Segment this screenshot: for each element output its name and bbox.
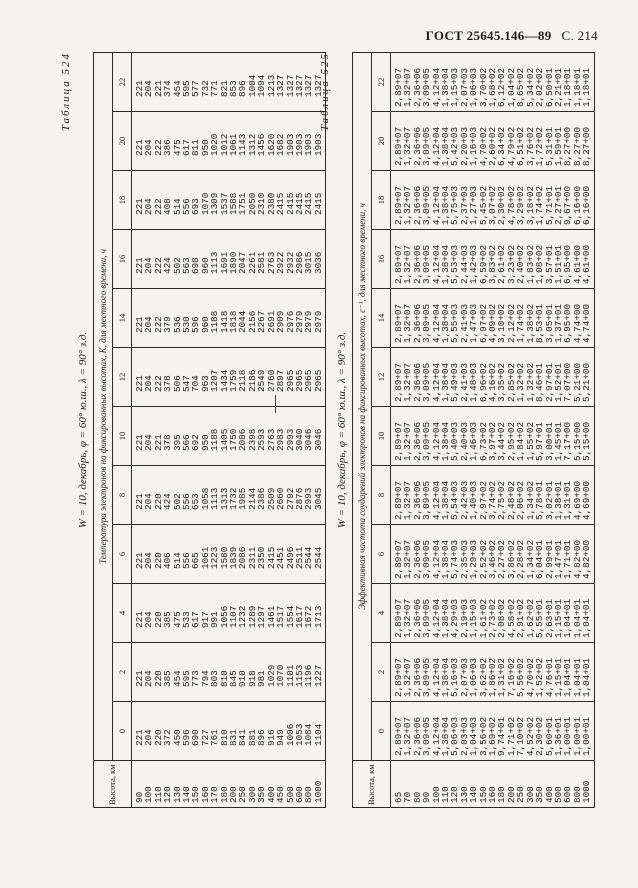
hour-header: 2 — [112, 642, 132, 702]
value-column: 221 204 222 408 514 556 693 1070 1309 15… — [131, 170, 326, 230]
hour-header: 12 — [371, 347, 391, 407]
hour-header: 10 — [112, 406, 132, 466]
value-column: 2,89+07 1,32+07 2,36+06 3,09+05 4,12+04 … — [390, 583, 595, 643]
hour-header: 10 — [371, 406, 391, 466]
hour-header: 18 — [371, 170, 391, 230]
data-table: Высота, км Температура электронов на фик… — [93, 52, 326, 808]
hour-header: 16 — [112, 229, 132, 289]
hour-header: 18 — [112, 170, 132, 230]
value-column: 221 204 220 406 514 556 665 1061 1223 15… — [131, 524, 326, 584]
hour-header: 0 — [112, 701, 132, 761]
hour-header: 8 — [112, 465, 132, 525]
pencil-mark — [275, 395, 276, 413]
hour-header: 2 — [371, 642, 391, 702]
page-number: С. 214 — [561, 28, 598, 43]
value-column: 2,89+07 1,32+07 2,36+06 3,09+05 4,12+04 … — [390, 642, 595, 702]
value-column: 221 204 222 424 502 563 698 960 1113 169… — [131, 229, 326, 289]
table-525: Таблица 525 W = 10, декабрь, φ = 60° ю.ш… — [318, 52, 638, 808]
hour-header: 4 — [371, 583, 391, 643]
value-column: 2,89+07 1,32+07 2,36+06 3,09+05 4,12+04 … — [390, 170, 595, 230]
hour-header: 16 — [371, 229, 391, 289]
standard-id: ГОСТ 25645.146—89 — [425, 28, 552, 43]
table-subtitle: W = 10, декабрь, φ = 60° ю.ш., λ = 90° з… — [77, 331, 89, 529]
value-column: 221 204 220 385 454 595 773 794 803 810 … — [131, 642, 326, 702]
hour-header: 22 — [112, 52, 132, 112]
hour-header: 8 — [371, 465, 391, 525]
value-column: 221 204 220 424 502 556 653 1058 1113 13… — [131, 465, 326, 525]
hour-header-row: 0 2 4 6 8 10 12 14 16 18 20 22 — [371, 52, 391, 808]
altitude-column: 65 70 80 90 100 110 120 130 140 150 160 … — [390, 760, 595, 808]
value-column: 221 204 222 378 506 547 704 963 1207 143… — [131, 347, 326, 407]
value-column: 2,89+07 1,32+07 2,36+06 3,09+05 4,12+04 … — [390, 288, 595, 348]
hour-header: 12 — [112, 347, 132, 407]
value-column: 2,89+07 1,32+07 2,36+06 3,09+05 4,12+04 … — [390, 406, 595, 466]
hour-header-row: 0 2 4 6 8 10 12 14 16 18 20 22 — [112, 52, 132, 808]
value-column: 2,89+07 1,32+07 2,36+06 3,09+05 4,12+04 … — [390, 52, 595, 112]
hour-header: 14 — [371, 288, 391, 348]
value-column: 2,89+07 1,32+07 2,36+06 3,09+05 4,12+04 … — [390, 111, 595, 171]
value-column: 2,89+07 1,32+07 2,36+06 3,09+05 4,12+04 … — [390, 465, 595, 525]
hour-header: 20 — [371, 111, 391, 171]
table-subtitle: W = 10, декабрь, φ = 60° ю.ш., λ = 90° з… — [336, 331, 348, 529]
data-body-row: 90 100 110 120 130 140 150 160 170 180 2… — [131, 52, 326, 808]
data-body-row: 65 70 80 90 100 110 120 130 140 150 160 … — [390, 52, 595, 808]
value-column: 221 204 222 379 536 530 596 960 1188 141… — [131, 288, 326, 348]
value-column: 221 204 220 372 450 596 690 727 761 810 … — [131, 701, 326, 761]
span-header: Температура электронов на фиксированных … — [93, 52, 113, 761]
hour-header: 4 — [112, 583, 132, 643]
value-column: 2,89+07 1,32+07 2,36+06 3,09+05 4,12+04 … — [390, 524, 595, 584]
hour-header: 6 — [371, 524, 391, 584]
value-column: 2,89+07 1,32+07 2,36+06 3,09+05 4,12+04 … — [390, 701, 595, 761]
hour-header: 22 — [371, 52, 391, 112]
span-header: Эффективная частота соударений электроно… — [352, 52, 372, 761]
value-column: 221 204 221 374 454 595 577 732 771 821 … — [131, 52, 326, 112]
value-column: 2,89+07 1,32+07 2,36+06 3,09+05 4,12+04 … — [390, 229, 595, 289]
value-column: 2,89+07 1,32+07 2,36+06 3,09+05 4,12+04 … — [390, 347, 595, 407]
table-label: Таблица 524 — [60, 52, 72, 132]
value-column: 221 204 222 386 475 617 811 950 1020 101… — [131, 111, 326, 171]
hour-header: 6 — [112, 524, 132, 584]
page-header: ГОСТ 25645.146—89 С. 214 — [426, 28, 598, 44]
altitude-column: 90 100 110 120 130 140 150 160 170 180 2… — [131, 760, 326, 808]
data-table: Высота, км Эффективная частота соударени… — [352, 52, 595, 808]
table-label: Таблица 525 — [319, 52, 331, 132]
hour-header: 0 — [371, 701, 391, 761]
altitude-header: Высота, км — [93, 760, 132, 808]
altitude-header: Высота, км — [352, 760, 391, 808]
value-column: 221 204 220 385 475 533 617 917 991 1056… — [131, 583, 326, 643]
hour-header: 14 — [112, 288, 132, 348]
hour-header: 20 — [112, 111, 132, 171]
value-column: 221 204 221 378 395 566 692 950 1188 140… — [131, 406, 326, 466]
